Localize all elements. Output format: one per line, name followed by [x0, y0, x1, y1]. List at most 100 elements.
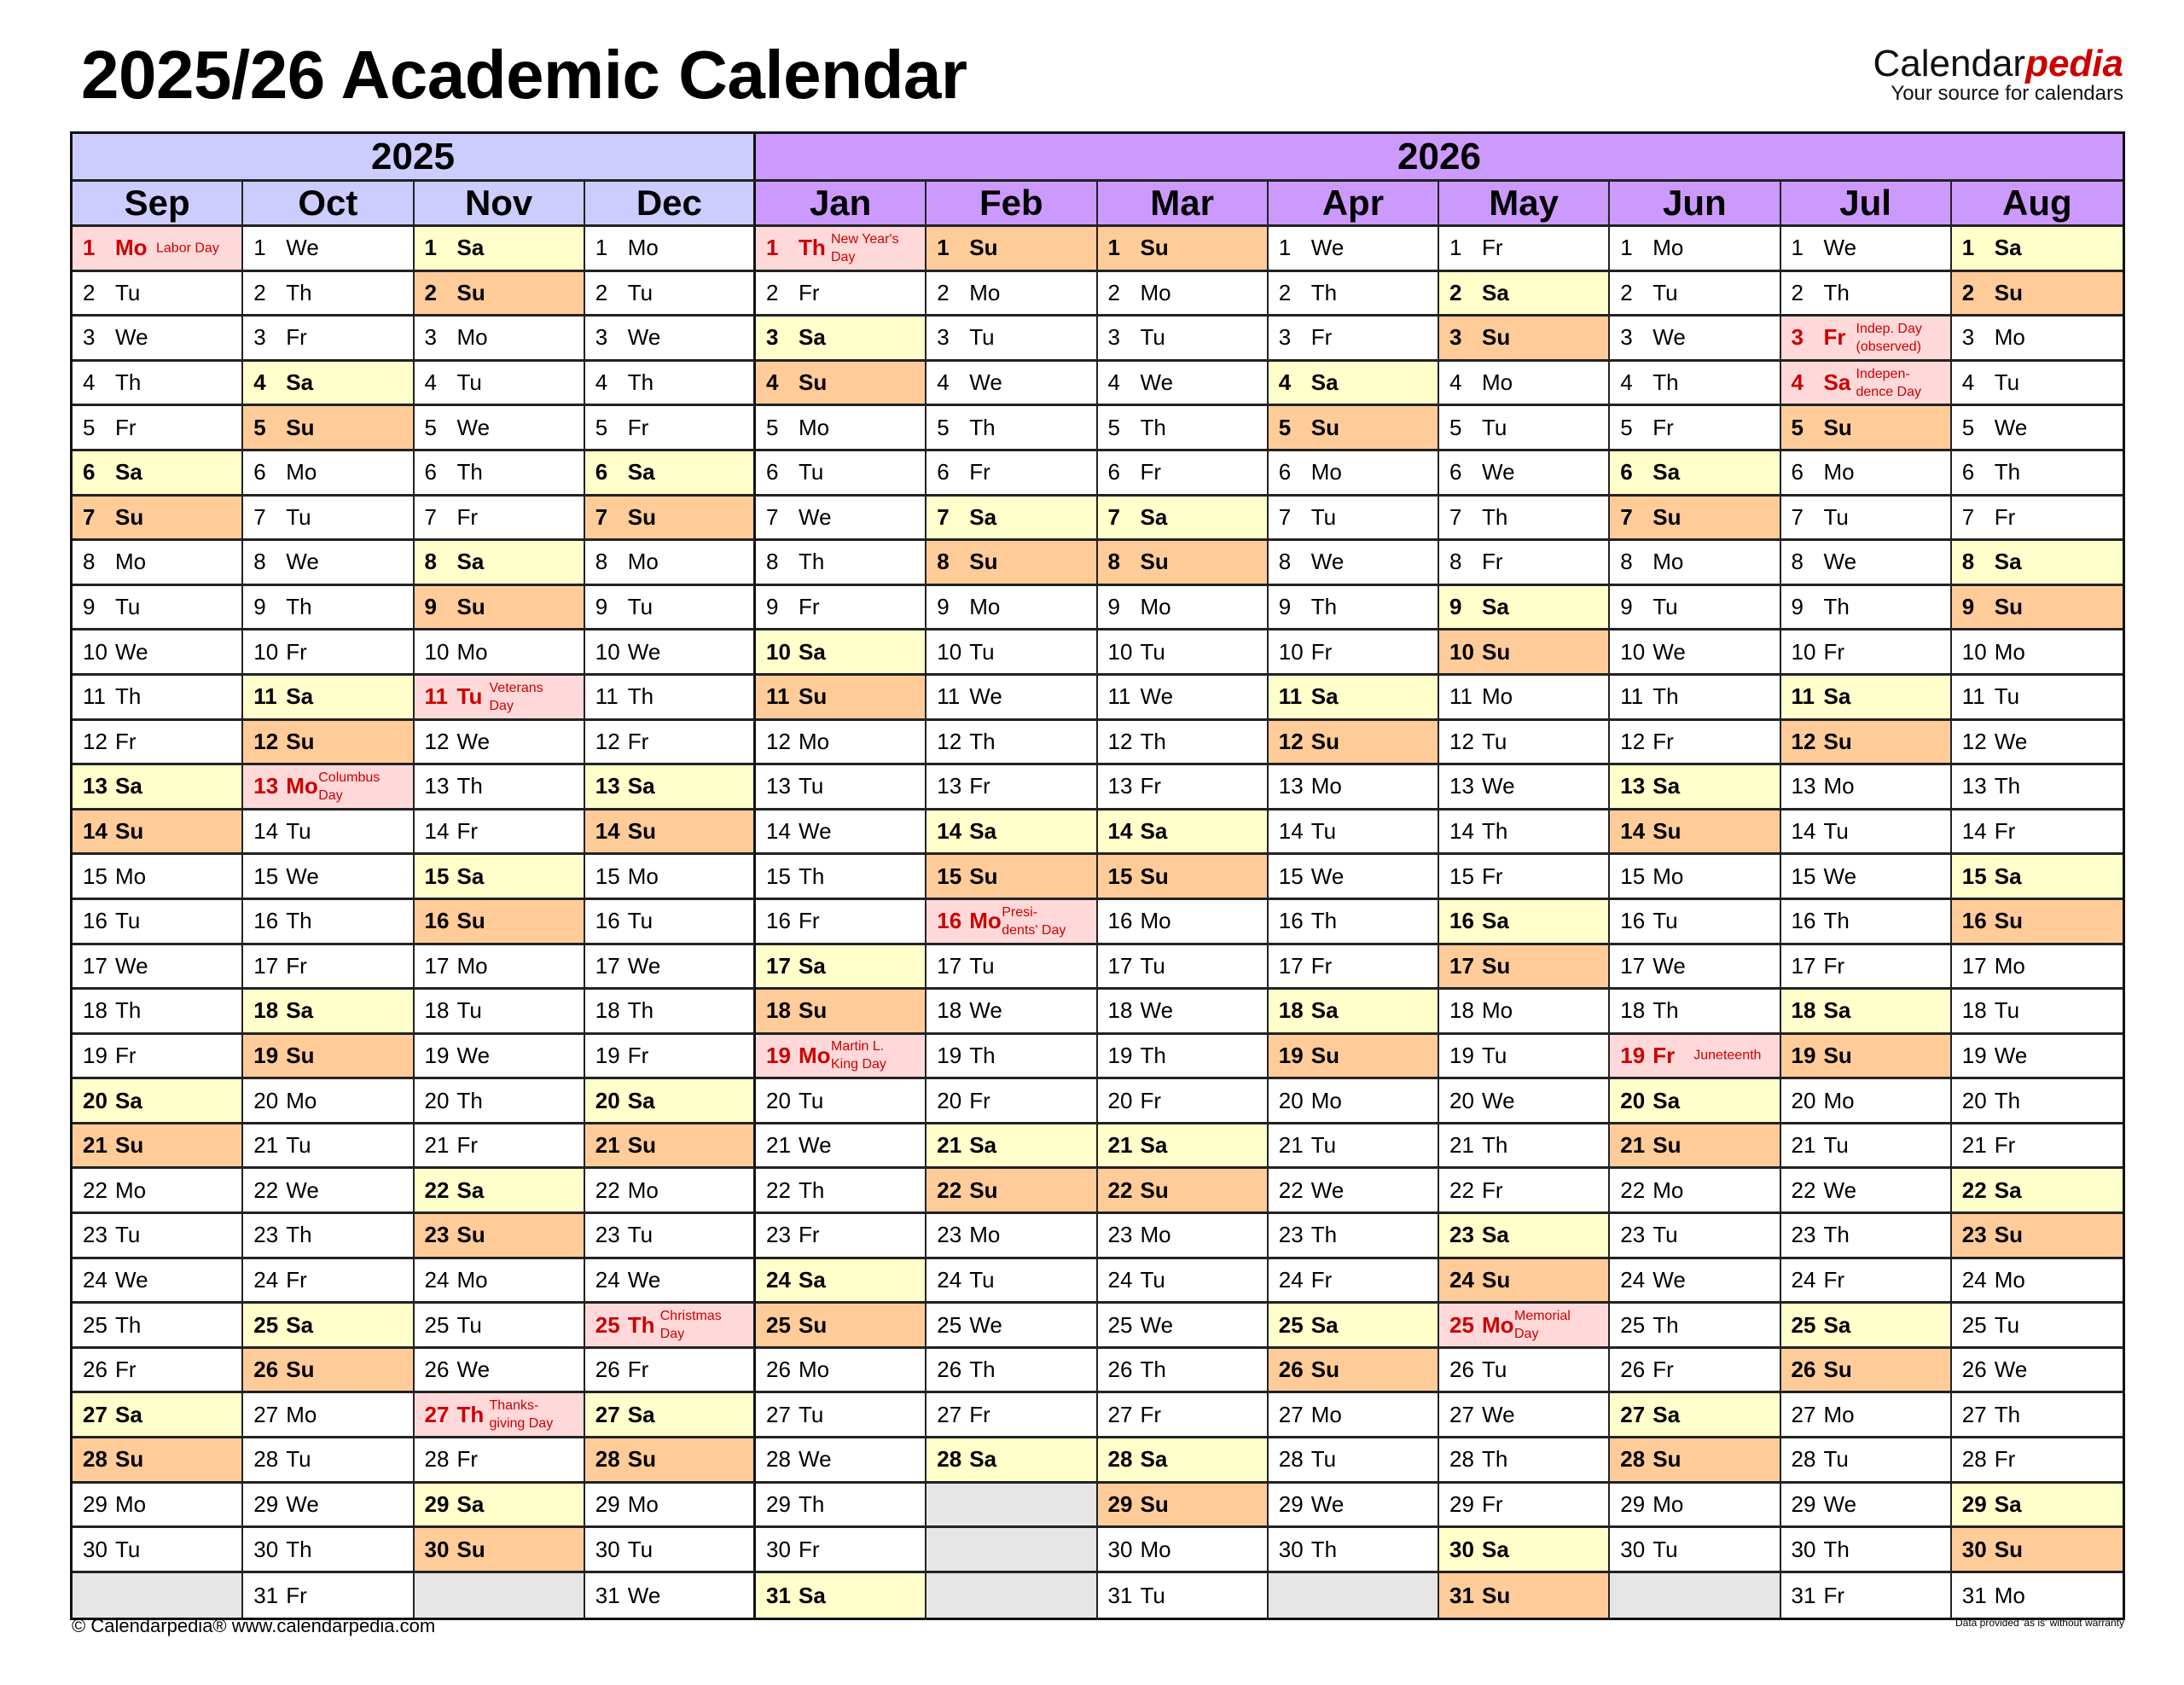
weekday: Su — [115, 503, 144, 530]
weekday: Sa — [627, 1401, 655, 1427]
day-number: 19 — [1449, 1042, 1474, 1068]
weekday: Sa — [1310, 1311, 1339, 1338]
day-number: 5 — [1278, 414, 1292, 440]
day-cell: 23 Th — [243, 1214, 415, 1259]
day-cell: 28 Su — [73, 1438, 244, 1484]
weekday: Tu — [1994, 997, 2020, 1024]
day-number: 21 — [1791, 1132, 1816, 1159]
weekday: Tu — [627, 908, 653, 934]
weekday: Fr — [969, 1087, 990, 1113]
weekday: Sa — [456, 1490, 485, 1517]
day-number: 28 — [1107, 1446, 1133, 1473]
weekday: Su — [115, 818, 144, 845]
day-cell: 19 Su — [1268, 1034, 1439, 1080]
weekday: Fr — [456, 1132, 479, 1159]
day-number: 29 — [1961, 1490, 1987, 1517]
weekday: Th — [799, 1490, 825, 1517]
day-number: 27 — [937, 1401, 962, 1427]
weekday: We — [286, 863, 319, 889]
day-cell: 3 Tu — [1097, 317, 1269, 362]
day-number: 19 — [1107, 1042, 1133, 1068]
weekday: Th — [286, 594, 312, 620]
weekday: Mo — [627, 863, 659, 889]
day-cell: 8 Mo — [584, 541, 756, 586]
day-number: 5 — [253, 414, 266, 440]
weekday: Sa — [1823, 997, 1851, 1024]
weekday: Fr — [1482, 235, 1503, 261]
weekday: Sa — [1482, 1536, 1509, 1562]
weekday: Su — [1823, 728, 1852, 754]
day-cell: 28 Tu — [243, 1438, 415, 1484]
day-number: 30 — [83, 1536, 107, 1562]
day-number: 19 — [1961, 1042, 1987, 1068]
day-cell: 24 We — [1610, 1258, 1781, 1304]
weekday: Sa — [627, 773, 655, 799]
day-cell: 25 Tu — [414, 1304, 585, 1349]
day-cell: 16 Sa — [1439, 899, 1611, 945]
day-cell: 7 We — [756, 496, 927, 542]
day-number: 1 — [424, 235, 437, 261]
weekday: Mo — [286, 1087, 317, 1113]
day-number: 3 — [1107, 324, 1120, 351]
day-number: 11 — [1278, 683, 1303, 710]
day-number: 16 — [595, 908, 620, 934]
day-number: 9 — [1278, 594, 1292, 620]
weekday: Sa — [1994, 1490, 2022, 1517]
day-cell: 9 Tu — [1610, 585, 1781, 631]
weekday: Su — [456, 594, 485, 620]
day-number: 23 — [424, 1222, 450, 1248]
weekday: Su — [456, 1222, 485, 1248]
day-number: 10 — [1620, 638, 1646, 665]
weekday: Tu — [627, 279, 653, 305]
day-number: 27 — [595, 1401, 620, 1427]
logo-text-1: Calendar — [1873, 43, 2026, 84]
weekday: Fr — [115, 1042, 136, 1068]
day-number: 22 — [1791, 1177, 1816, 1203]
month-header-aug: Aug — [1951, 182, 2123, 227]
weekday: Fr — [1823, 1582, 1845, 1608]
weekday: Th — [1482, 1446, 1508, 1473]
day-number: 11 — [424, 683, 449, 710]
day-number: 24 — [766, 1266, 791, 1293]
day-number: 1 — [1791, 235, 1804, 261]
day-cell: 15 We — [243, 855, 415, 900]
day-number: 27 — [1107, 1401, 1133, 1427]
weekday: Th — [799, 549, 825, 575]
day-cell: 4 Mo — [1439, 361, 1611, 407]
weekday: Th — [115, 997, 142, 1024]
weekday: Su — [456, 908, 485, 934]
weekday: Su — [627, 818, 656, 845]
day-number: 12 — [424, 728, 450, 754]
day-number: 17 — [1620, 952, 1646, 979]
footer-disclaimer: Data provided 'as is' without warranty — [1955, 1617, 2124, 1629]
weekday: We — [1823, 549, 1857, 575]
weekday: We — [799, 503, 832, 530]
day-cell: 21 Th — [1439, 1124, 1611, 1170]
day-cell: 18 Sa — [243, 990, 415, 1035]
day-number: 1 — [766, 235, 779, 261]
day-cell: 27 Tu — [756, 1393, 927, 1439]
weekday: Fr — [286, 324, 307, 351]
weekday: Sa — [969, 818, 997, 845]
day-cell: 21 Fr — [1951, 1124, 2123, 1170]
day-number: 17 — [1449, 952, 1474, 979]
day-cell: 6 We — [1439, 450, 1611, 497]
day-cell: 8 Sa — [1951, 541, 2123, 586]
day-cell: 23 Mo — [1097, 1214, 1269, 1259]
day-cell: 21 Sa — [926, 1124, 1098, 1170]
weekday: Mo — [799, 728, 830, 754]
day-cell: 7 Tu — [1268, 496, 1439, 542]
day-number: 19 — [595, 1042, 620, 1068]
day-number: 29 — [1791, 1490, 1816, 1517]
weekday: Th — [286, 1222, 312, 1248]
weekday: Sa — [1823, 683, 1851, 710]
day-number: 26 — [1449, 1357, 1474, 1383]
weekday: Th — [1140, 1042, 1166, 1068]
day-cell: 1 Th New Year's Day — [756, 227, 927, 272]
day-cell: 18 Sa — [1268, 990, 1439, 1035]
weekday: Su — [1140, 1490, 1169, 1517]
weekday: Su — [1994, 1222, 2023, 1248]
day-cell: 8 Su — [1097, 541, 1269, 586]
day-cell: 31 Fr — [243, 1572, 415, 1618]
day-cell: 23 Sa — [1439, 1214, 1611, 1259]
